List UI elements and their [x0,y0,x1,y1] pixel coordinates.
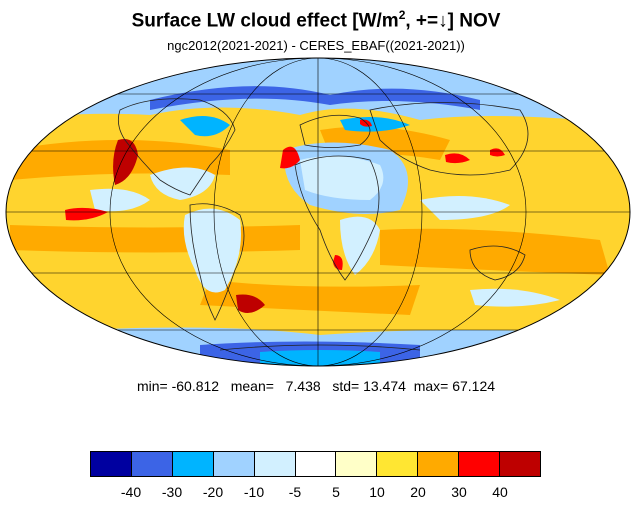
colorbar-label: -40 [120,484,142,500]
colorbar-label: 5 [332,484,340,500]
colorbar-swatch [91,452,132,476]
colorbar-label: -20 [202,484,224,500]
colorbar-swatch [295,452,337,476]
colorbar-label: 10 [369,484,385,500]
plot-subtitle: ngc2012(2021-2021) - CERES_EBAF((2021-20… [167,38,465,53]
colorbar-swatch [172,452,214,476]
statistics-line: min= -60.812 mean= 7.438 std= 13.474 max… [136,378,496,394]
colorbar-swatch [254,452,296,476]
colorbar-label: -5 [288,484,302,500]
plot-title: Surface LW cloud effect [W/m2, +=↓] NOV [131,8,501,32]
colorbar-swatch [336,452,378,476]
colorbar-swatch [418,452,460,476]
colorbar-swatch [213,452,255,476]
colorbar-swatch [377,452,419,476]
colorbar-swatch [131,452,173,476]
colorbar-label: 30 [451,484,467,500]
colorbar-label: -10 [243,484,265,500]
colorbar-swatch [459,452,501,476]
colorbar-swatch [500,452,540,476]
colorbar [90,451,541,477]
graticule [5,57,631,367]
colorbar-label: -30 [161,484,183,500]
colorbar-label: 40 [492,484,508,500]
world-map [5,57,631,367]
colorbar-label: 20 [410,484,426,500]
